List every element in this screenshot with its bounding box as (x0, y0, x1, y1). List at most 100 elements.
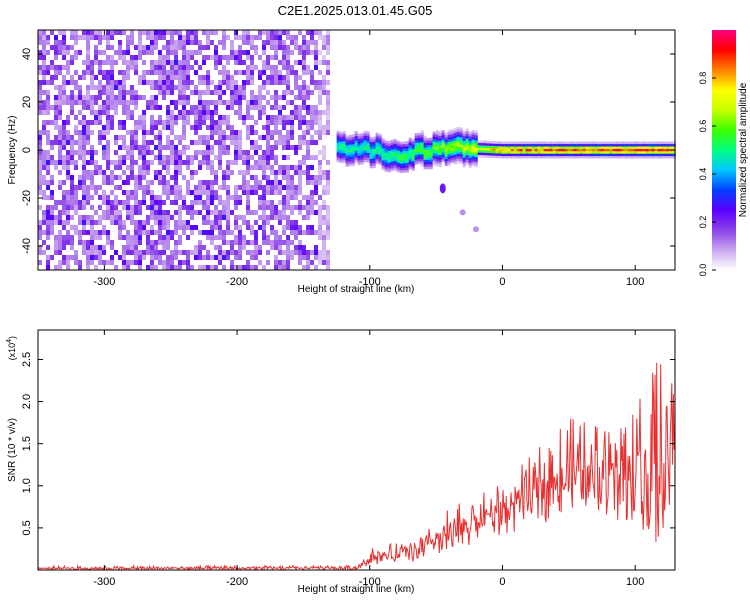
heatmap-cell (310, 50, 314, 55)
heatmap-cell (222, 150, 226, 155)
heatmap-cell (447, 156, 451, 159)
heatmap-cell (154, 60, 158, 65)
heatmap-cell (230, 85, 234, 90)
heatmap-cell (158, 105, 162, 110)
heatmap-cell (342, 131, 346, 134)
heatmap-cell (114, 105, 118, 110)
heatmap-cell (262, 165, 266, 170)
heatmap-cell (226, 215, 230, 220)
heatmap-cell (130, 115, 134, 120)
heatmap-cell (282, 105, 286, 110)
heatmap-cell (54, 35, 58, 40)
heatmap-cell (408, 142, 412, 146)
heatmap-cell (360, 135, 364, 138)
heatmap-cell (54, 235, 58, 240)
heatmap-cell (214, 205, 218, 210)
heatmap-cell (110, 240, 114, 245)
heatmap-cell (218, 55, 222, 60)
heatmap-cell (294, 45, 298, 50)
heatmap-cell (357, 162, 361, 166)
heatmap-cell (567, 148, 571, 152)
heatmap-cell (106, 160, 110, 165)
heatmap-cell (150, 50, 154, 55)
heatmap-cell (178, 60, 182, 65)
heatmap-cell (242, 115, 246, 120)
heatmap-cell (339, 146, 343, 149)
heatmap-cell (468, 165, 472, 168)
heatmap-cell (182, 205, 186, 210)
heatmap-cell (326, 125, 330, 130)
heatmap-cell (310, 90, 314, 95)
heatmap-cell (588, 146, 592, 149)
heatmap-cell (46, 165, 50, 170)
heatmap-cell (459, 151, 463, 155)
heatmap-cell (210, 135, 214, 140)
heatmap-cell (306, 180, 310, 185)
heatmap-cell (126, 130, 130, 135)
heatmap-cell (429, 145, 433, 148)
heatmap-cell (360, 147, 364, 150)
heatmap-cell (110, 255, 114, 260)
heatmap-cell (58, 95, 62, 100)
heatmap-cell (126, 100, 130, 105)
heatmap-cell (274, 40, 278, 45)
heatmap-cell (540, 148, 544, 152)
heatmap-cell (246, 65, 250, 70)
heatmap-cell (549, 146, 553, 149)
heatmap-cell (106, 100, 110, 105)
heatmap-cell (627, 141, 631, 145)
heatmap-cell (444, 139, 448, 143)
heatmap-cell (218, 155, 222, 160)
heatmap-cell (468, 143, 472, 146)
heatmap-cell (174, 250, 178, 255)
heatmap-cell (154, 35, 158, 40)
heatmap-cell (654, 153, 658, 157)
heatmap-cell (286, 65, 290, 70)
heatmap-cell (46, 150, 50, 155)
heatmap-cell (314, 185, 318, 190)
heatmap-cell (322, 205, 326, 210)
heatmap-cell (58, 65, 62, 70)
heatmap-cell (166, 180, 170, 185)
heatmap-cell (102, 210, 106, 215)
heatmap-cell (648, 153, 652, 157)
heatmap-cell (234, 155, 238, 160)
heatmap-cell (456, 160, 460, 164)
heatmap-cell (435, 132, 439, 136)
heatmap-cell (146, 220, 150, 225)
heatmap-cell (354, 147, 358, 151)
heatmap-cell (274, 260, 278, 265)
heatmap-cell (206, 80, 210, 85)
heatmap-cell (102, 50, 106, 55)
heatmap-cell (154, 85, 158, 90)
heatmap-cell (254, 165, 258, 170)
heatmap-cell (106, 260, 110, 265)
heatmap-cell (651, 148, 655, 152)
heatmap-cell (322, 185, 326, 190)
heatmap-cell (298, 95, 302, 100)
heatmap-cell (286, 60, 290, 65)
heatmap-cell (82, 70, 86, 75)
heatmap-cell (411, 168, 415, 171)
heatmap-cell (238, 265, 242, 270)
heatmap-cell (369, 153, 373, 157)
heatmap-cell (621, 151, 625, 154)
heatmap-cell (138, 40, 142, 45)
heatmap-cell (274, 155, 278, 160)
heatmap-cell (270, 95, 274, 100)
heatmap-cell (468, 133, 472, 137)
heatmap-cell (387, 143, 391, 146)
heatmap-cell (393, 143, 397, 147)
heatmap-cell (146, 30, 150, 35)
heatmap-cell (170, 30, 174, 35)
heatmap-cell (142, 95, 146, 100)
heatmap-cell (627, 148, 631, 152)
heatmap-cell (150, 60, 154, 65)
heatmap-cell (282, 240, 286, 245)
heatmap-cell (230, 90, 234, 95)
heatmap-cell (306, 225, 310, 230)
heatmap-cell (202, 90, 206, 95)
x-tick-label: -100 (359, 576, 381, 588)
heatmap-cell (250, 90, 254, 95)
heatmap-cell (250, 155, 254, 160)
